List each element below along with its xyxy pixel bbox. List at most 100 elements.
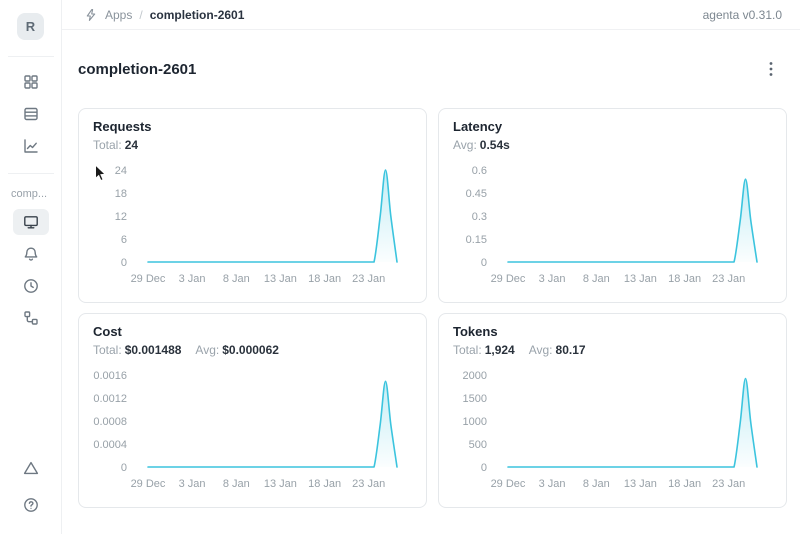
svg-text:13 Jan: 13 Jan xyxy=(624,478,657,490)
cost-chart: 0 0.0004 0.0008 0.0012 0.0016 29 Dec 3 Jan 8 Ja… xyxy=(93,370,398,490)
svg-text:18 Jan: 18 Jan xyxy=(308,273,341,285)
card-stat: Avg: 0.54s xyxy=(453,138,510,152)
svg-text:0: 0 xyxy=(481,462,487,474)
svg-text:29 Dec: 29 Dec xyxy=(131,273,166,285)
svg-text:6: 6 xyxy=(121,234,127,246)
sidebar-item-notifications[interactable] xyxy=(13,241,49,267)
breadcrumb-apps-link[interactable]: Apps xyxy=(105,7,133,22)
sidebar-divider xyxy=(7,173,54,174)
clock-icon xyxy=(22,277,40,295)
card-stat-value: $0.001488 xyxy=(124,343,182,357)
requests-chart: 0 6 12 18 24 29 Dec 3 Jan 8 Jan 13 Jan 18 Jan 23 J… xyxy=(115,165,398,285)
tokens-card: Tokens Total: 1,924 Avg: 80.17 0 500 1000 1500… xyxy=(438,313,787,508)
card-stat-value: 24 xyxy=(124,138,139,152)
sidebar-item-testsets[interactable] xyxy=(13,101,49,127)
trend-chart-icon xyxy=(22,137,40,155)
svg-text:0: 0 xyxy=(481,257,487,269)
card-stats: Total: $0.001488 Avg: $0.000062 xyxy=(93,343,412,357)
svg-text:12: 12 xyxy=(115,211,127,223)
sidebar-item-feedback[interactable] xyxy=(13,455,49,481)
card-title: Latency xyxy=(453,119,503,134)
svg-text:18: 18 xyxy=(115,188,127,200)
warning-triangle-icon xyxy=(22,459,40,477)
page-header: completion-2601 xyxy=(62,30,800,108)
card-title: Cost xyxy=(93,324,122,339)
svg-text:0: 0 xyxy=(121,462,127,474)
card-stat: Avg: 80.17 xyxy=(528,343,586,357)
svg-text:23 Jan: 23 Jan xyxy=(352,478,385,490)
latency-chart: 0 0.15 0.3 0.45 0.6 29 Dec 3 Jan 8 Jan 13 Jan 18 … xyxy=(466,165,758,285)
svg-text:3 Jan: 3 Jan xyxy=(179,273,206,285)
card-stat-value: 80.17 xyxy=(555,343,586,357)
bell-icon xyxy=(22,245,40,263)
card-stat: Total: $0.001488 xyxy=(93,343,182,357)
breadcrumb-separator: / xyxy=(139,7,143,22)
svg-text:29 Dec: 29 Dec xyxy=(491,478,526,490)
sidebar-item-overview[interactable] xyxy=(12,209,49,235)
breadcrumb: Apps / completion-2601 xyxy=(84,8,244,22)
sidebar-item-help[interactable] xyxy=(13,492,49,518)
sidebar: R comp... xyxy=(0,0,62,534)
svg-text:29 Dec: 29 Dec xyxy=(131,478,166,490)
svg-text:8 Jan: 8 Jan xyxy=(583,273,610,285)
sidebar-item-apps[interactable] xyxy=(13,69,49,95)
card-stat-value: $0.000062 xyxy=(222,343,279,357)
tree-hierarchy-icon xyxy=(22,309,40,327)
card-stat: Total: 1,924 xyxy=(453,343,515,357)
topbar: Apps / completion-2601 agenta v0.31.0 xyxy=(62,0,800,30)
card-stats: Total: 24 xyxy=(93,138,412,152)
page-title: completion-2601 xyxy=(78,60,197,78)
svg-text:0.0012: 0.0012 xyxy=(93,393,127,405)
svg-text:0: 0 xyxy=(121,257,127,269)
svg-text:13 Jan: 13 Jan xyxy=(264,478,297,490)
table-rows-icon xyxy=(22,105,40,123)
svg-text:1000: 1000 xyxy=(463,416,487,428)
svg-text:0.0004: 0.0004 xyxy=(93,439,127,451)
svg-text:29 Dec: 29 Dec xyxy=(491,273,526,285)
latency-card: Latency Avg: 0.54s 0 0.15 0.3 0.45 0.6 29 Dec 3… xyxy=(438,108,787,303)
sidebar-footer xyxy=(13,455,49,534)
svg-text:8 Jan: 8 Jan xyxy=(583,478,610,490)
svg-text:8 Jan: 8 Jan xyxy=(223,273,250,285)
svg-text:18 Jan: 18 Jan xyxy=(308,478,341,490)
svg-text:3 Jan: 3 Jan xyxy=(179,478,206,490)
help-circle-icon xyxy=(22,496,40,514)
grid-icon xyxy=(22,73,40,91)
card-stats: Total: 1,924 Avg: 80.17 xyxy=(453,343,772,357)
svg-text:0.0016: 0.0016 xyxy=(93,370,127,382)
svg-text:3 Jan: 3 Jan xyxy=(539,478,566,490)
card-title: Requests xyxy=(93,119,152,134)
sidebar-item-traces[interactable] xyxy=(13,305,49,331)
svg-text:0.0008: 0.0008 xyxy=(93,416,127,428)
kebab-menu-icon[interactable] xyxy=(763,57,779,81)
svg-text:8 Jan: 8 Jan xyxy=(223,478,250,490)
svg-text:13 Jan: 13 Jan xyxy=(624,273,657,285)
svg-text:500: 500 xyxy=(469,439,487,451)
cost-card: Cost Total: $0.001488 Avg: $0.000062 0 0.000… xyxy=(78,313,427,508)
svg-text:1500: 1500 xyxy=(463,393,487,405)
metrics-grid: Requests Total: 24 0 6 12 18 24 29 Dec 3 Jan 8 J… xyxy=(78,108,787,508)
sidebar-item-evaluations[interactable] xyxy=(13,133,49,159)
svg-text:18 Jan: 18 Jan xyxy=(668,478,701,490)
breadcrumb-current: completion-2601 xyxy=(149,7,245,22)
svg-text:24: 24 xyxy=(115,165,127,177)
svg-text:23 Jan: 23 Jan xyxy=(352,273,385,285)
workspace-avatar[interactable]: R xyxy=(17,13,44,40)
lightning-bolt-icon xyxy=(84,8,98,22)
svg-text:23 Jan: 23 Jan xyxy=(712,273,745,285)
card-stat: Avg: $0.000062 xyxy=(195,343,279,357)
svg-text:0.3: 0.3 xyxy=(472,211,487,223)
monitor-icon xyxy=(22,213,40,231)
svg-text:13 Jan: 13 Jan xyxy=(264,273,297,285)
sidebar-divider xyxy=(7,56,54,57)
svg-text:0.6: 0.6 xyxy=(472,165,487,177)
card-stat: Total: 24 xyxy=(93,138,139,152)
sidebar-item-observability[interactable] xyxy=(13,273,49,299)
app-version: agenta v0.31.0 xyxy=(702,7,782,22)
requests-card: Requests Total: 24 0 6 12 18 24 29 Dec 3 Jan 8 J… xyxy=(78,108,427,303)
card-stat-value: 1,924 xyxy=(484,343,515,357)
svg-text:3 Jan: 3 Jan xyxy=(539,273,566,285)
card-title: Tokens xyxy=(453,324,498,339)
card-stat-value: 0.54s xyxy=(479,138,510,152)
svg-text:23 Jan: 23 Jan xyxy=(712,478,745,490)
